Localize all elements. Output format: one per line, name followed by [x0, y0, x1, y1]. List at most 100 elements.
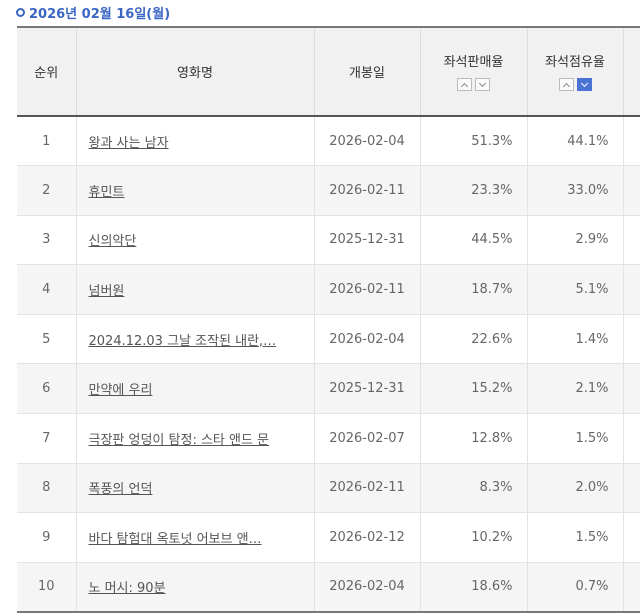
table-row: 1 왕과 사는 남자 2026-02-04 51.3% 44.1% — [17, 116, 640, 167]
share-rate-cell: 2.0% — [526, 463, 623, 514]
sales-rate-sort — [457, 78, 490, 91]
rank-cell: 8 — [17, 463, 76, 514]
sales-rate-cell: 44.5% — [419, 215, 527, 266]
extra-cell — [622, 165, 640, 216]
share-rate-sort-desc-button[interactable] — [576, 78, 592, 91]
rank-cell: 10 — [17, 562, 76, 613]
share-rate-cell: 33.0% — [526, 165, 623, 216]
rank-header: 순위 — [17, 26, 76, 117]
rank-cell: 4 — [17, 264, 76, 315]
sales-rate-header: 좌석판매율 — [419, 26, 527, 117]
sales-rate-cell: 51.3% — [419, 116, 527, 167]
title-cell: 2024.12.03 그날 조작된 내란,… — [75, 314, 314, 365]
release-cell: 2026-02-11 — [313, 165, 420, 216]
release-cell: 2026-02-04 — [313, 562, 420, 613]
movie-title-link[interactable]: 만약에 우리 — [88, 383, 153, 399]
extra-cell — [622, 413, 640, 464]
extra-cell — [622, 463, 640, 514]
chevron-down-icon — [478, 79, 487, 87]
rank-cell: 2 — [17, 165, 76, 216]
movie-title-link[interactable]: 휴민트 — [88, 184, 125, 200]
share-rate-sort — [558, 78, 592, 91]
share-rate-cell: 1.5% — [526, 512, 623, 563]
movie-title-link[interactable]: 신의악단 — [88, 234, 137, 250]
release-cell: 2026-02-04 — [313, 116, 420, 167]
share-rate-cell: 2.1% — [526, 363, 623, 415]
rank-cell: 9 — [17, 512, 76, 563]
title-cell: 폭풍의 언덕 — [75, 463, 314, 514]
date-label: 2026년 02월 16일(월) — [29, 6, 171, 22]
share-rate-header: 좌석점유율 — [526, 26, 623, 117]
release-cell: 2025-12-31 — [313, 215, 420, 266]
table-row: 10 노 머시: 90분 2026-02-04 18.6% 0.7% — [17, 562, 640, 613]
title-cell: 왕과 사는 남자 — [75, 116, 314, 167]
circle-icon — [16, 7, 25, 17]
title-cell: 만약에 우리 — [75, 363, 314, 415]
rank-cell: 1 — [17, 116, 76, 167]
table-row: 4 넘버원 2026-02-11 18.7% 5.1% — [17, 264, 640, 315]
extra-header — [622, 26, 640, 117]
extra-cell — [622, 264, 640, 315]
table-row: 8 폭풍의 언덕 2026-02-11 8.3% 2.0% — [17, 463, 640, 514]
rank-cell: 3 — [17, 215, 76, 266]
title-cell: 신의악단 — [75, 215, 314, 266]
chevron-up-icon — [562, 82, 570, 90]
share-rate-cell: 44.1% — [526, 116, 623, 167]
chevron-down-icon — [580, 79, 588, 87]
movie-title-link[interactable]: 노 머시: 90분 — [88, 581, 166, 597]
table-row: 7 극장판 엉덩이 탐정: 스타 앤드 문 2026-02-07 12.8% 1.5% — [17, 413, 640, 464]
date-header: 2026년 02월 16일(월) — [16, 3, 171, 22]
title-header: 영화명 — [75, 26, 314, 117]
movie-title-link[interactable]: 왕과 사는 남자 — [88, 135, 169, 151]
table-row: 3 신의악단 2025-12-31 44.5% 2.9% — [17, 215, 640, 266]
extra-cell — [622, 314, 640, 365]
release-cell: 2026-02-11 — [313, 264, 420, 315]
title-cell: 극장판 엉덩이 탐정: 스타 앤드 문 — [75, 413, 314, 464]
title-cell: 넘버원 — [75, 264, 314, 315]
sales-rate-cell: 22.6% — [419, 314, 527, 365]
extra-cell — [622, 116, 640, 167]
extra-cell — [622, 512, 640, 563]
release-header: 개봉일 — [313, 26, 420, 117]
title-cell: 노 머시: 90분 — [75, 562, 314, 613]
share-rate-cell: 2.9% — [526, 215, 623, 266]
title-cell: 바다 탐험대 옥토넛 어보브 앤… — [75, 512, 314, 563]
sales-rate-sort-asc-button[interactable] — [457, 78, 472, 91]
share-rate-cell: 0.7% — [526, 562, 623, 613]
share-rate-cell: 1.4% — [526, 314, 623, 365]
sales-rate-cell: 18.6% — [419, 562, 527, 613]
release-cell: 2026-02-11 — [313, 463, 420, 514]
sales-rate-sort-desc-button[interactable] — [475, 78, 490, 91]
share-rate-sort-asc-button[interactable] — [558, 78, 574, 91]
release-cell: 2026-02-04 — [313, 314, 420, 365]
table-row: 2 휴민트 2026-02-11 23.3% 33.0% — [17, 165, 640, 216]
sales-rate-cell: 12.8% — [419, 413, 527, 464]
rank-cell: 7 — [17, 413, 76, 464]
sales-rate-cell: 15.2% — [419, 363, 527, 415]
table-row: 9 바다 탐험대 옥토넛 어보브 앤… 2026-02-12 10.2% 1.5% — [17, 512, 640, 563]
sales-rate-cell: 18.7% — [419, 264, 527, 315]
rank-cell: 5 — [17, 314, 76, 365]
release-cell: 2026-02-07 — [313, 413, 420, 464]
share-rate-cell: 5.1% — [526, 264, 623, 315]
chevron-up-icon — [460, 82, 469, 90]
movie-title-link[interactable]: 넘버원 — [88, 284, 125, 300]
release-cell: 2025-12-31 — [313, 363, 420, 415]
sales-rate-cell: 8.3% — [419, 463, 527, 514]
movie-title-link[interactable]: 폭풍의 언덕 — [88, 482, 153, 498]
table-row: 5 2024.12.03 그날 조작된 내란,… 2026-02-04 22.6% 1.… — [17, 314, 640, 365]
sales-rate-label: 좌석판매율 — [443, 54, 504, 70]
extra-cell — [622, 363, 640, 415]
extra-cell — [622, 562, 640, 613]
sales-rate-cell: 23.3% — [419, 165, 527, 216]
title-cell: 휴민트 — [75, 165, 314, 216]
share-rate-label: 좌석점유율 — [545, 54, 605, 70]
box-office-table: 순위 영화명 개봉일 좌석판매율 좌석점유율 1 왕과 사는 남자 2026-02-… — [17, 26, 640, 613]
share-rate-cell: 1.5% — [526, 413, 623, 464]
release-cell: 2026-02-12 — [313, 512, 420, 563]
movie-title-link[interactable]: 바다 탐험대 옥토넛 어보브 앤… — [88, 532, 262, 548]
sales-rate-cell: 10.2% — [419, 512, 527, 563]
movie-title-link[interactable]: 2024.12.03 그날 조작된 내란,… — [88, 333, 277, 349]
movie-title-link[interactable]: 극장판 엉덩이 탐정: 스타 앤드 문 — [88, 432, 270, 448]
extra-cell — [622, 215, 640, 266]
